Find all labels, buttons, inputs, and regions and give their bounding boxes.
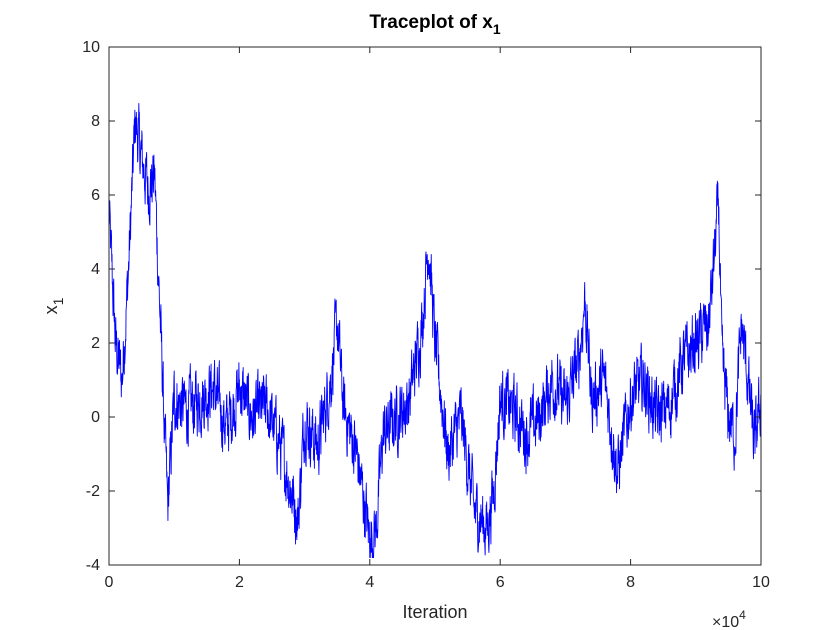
x-tick-label: 4 [365,574,374,591]
y-tick-label: 6 [91,187,100,204]
ticks-layer: 0 2 4 6 8 10 -4 -2 0 2 4 6 8 10 [82,39,770,591]
x-tick-label: 8 [626,574,635,591]
x-tick-label: 0 [105,574,114,591]
x-exponent-label: ×104 [712,608,746,630]
y-tick-label: 2 [91,335,100,352]
series-layer [108,103,762,559]
x-tick-label: 6 [496,574,505,591]
chart-title: Traceplot of x1 [369,12,501,37]
plot-frame [108,46,762,566]
y-tick-label: 10 [82,39,100,56]
y-tick-label: -4 [86,557,100,574]
trace-line [108,103,762,559]
y-tick-label: 0 [91,409,100,426]
y-tick-label: -2 [86,483,100,500]
y-tick-label: 8 [91,113,100,130]
x-tick-label: 10 [752,574,770,591]
x-axis-label: Iteration [402,602,467,622]
x-tick-label: 2 [235,574,244,591]
y-tick-label: 4 [91,261,100,278]
y-axis-label: x1 [41,297,66,314]
